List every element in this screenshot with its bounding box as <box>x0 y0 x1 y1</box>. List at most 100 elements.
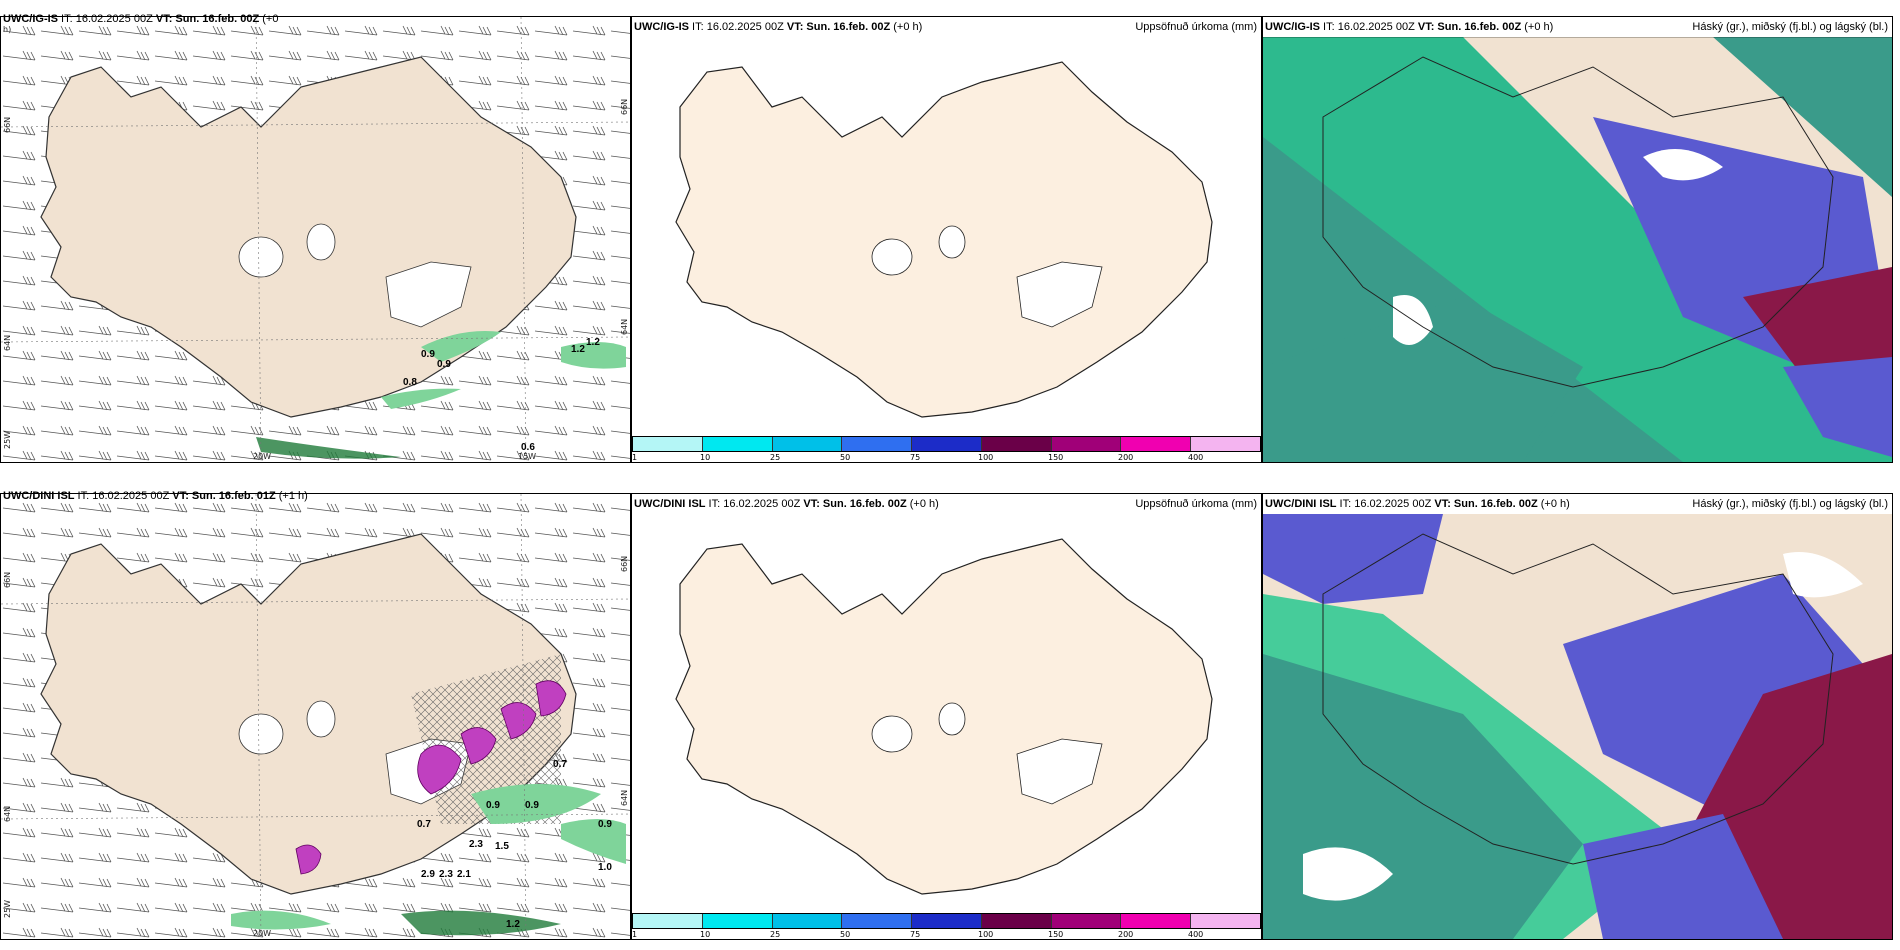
colorbar-swatch <box>1051 914 1122 928</box>
colorbar-swatch <box>912 914 982 928</box>
colorbar-swatch <box>981 914 1052 928</box>
value-label: 1.2 <box>586 337 600 348</box>
colorbar-tick: 200 <box>1118 930 1134 939</box>
value-label: 0.7 <box>417 819 431 830</box>
panel-header: UWC/DINI ISL IT: 16.02.2025 00Z VT: Sun.… <box>632 498 1261 512</box>
cloud-map-panel-bottom: UWC/DINI ISL IT: 16.02.2025 00Z VT: Sun.… <box>1262 493 1893 940</box>
colorbar-tick: 400 <box>1188 453 1204 462</box>
valid-time: VT: Sun. 16.feb. 00Z <box>786 21 891 33</box>
colorbar-tick: 400 <box>1188 930 1204 939</box>
colorbar-swatch <box>702 914 773 928</box>
lead-time: (+0 h) <box>890 21 923 33</box>
colorbar-tick: 75 <box>910 930 921 939</box>
colorbar-tick: 50 <box>840 930 851 939</box>
value-label: 1.5 <box>495 841 509 852</box>
colorbar-swatch <box>912 437 982 451</box>
colorbar-tick: 200 <box>1118 453 1134 462</box>
value-label: 2.9 <box>421 869 435 880</box>
value-label: 2.3 <box>469 839 483 850</box>
field-title: Háský (gr.), miðský (fj.bl.) og lágský (… <box>1692 498 1888 510</box>
value-label: 1.2 <box>506 919 520 930</box>
field-title: Uppsöfnuð úrkoma (mm) <box>1135 498 1257 510</box>
panel-header: UWC/IG-IS IT: 16.02.2025 00Z VT: Sun. 16… <box>1263 21 1892 35</box>
lead-time: (+0 h) <box>1521 21 1554 33</box>
colorbar-tick: 50 <box>840 453 851 462</box>
cloud-map <box>1263 37 1892 462</box>
lon-label: 25W <box>3 899 12 918</box>
colorbar-swatch <box>1191 437 1261 451</box>
precip-colorbar <box>632 913 1261 929</box>
field-title: Uppsöfnuð úrkoma (mm) <box>1135 21 1257 33</box>
value-label: 0.9 <box>486 800 500 811</box>
lon-label: 25W <box>3 430 12 449</box>
colorbar-tick: 10 <box>700 930 711 939</box>
model-name: UWC/DINI ISL <box>1265 498 1337 510</box>
value-label: 2.3 <box>439 869 453 880</box>
colorbar-swatch <box>981 437 1052 451</box>
wind-map-panel-bottom: UWC/DINI ISL IT: 16.02.2025 00Z VT: Sun.… <box>0 490 631 940</box>
colorbar-tick: 25 <box>770 930 781 939</box>
colorbar-swatch <box>772 914 843 928</box>
model-name: UWC/IG-IS <box>634 21 689 33</box>
wind-map <box>1 17 630 462</box>
value-label: 1.2 <box>571 344 585 355</box>
wind-map-panel-top: UWC/IG-IS IT: 16.02.2025 00Z VT: Sun. 16… <box>0 13 631 463</box>
colorbar-swatch <box>1121 914 1192 928</box>
precip-map-panel-top: UWC/IG-IS IT: 16.02.2025 00Z VT: Sun. 16… <box>631 16 1262 463</box>
colorbar-swatch <box>1121 437 1192 451</box>
colorbar-tick: 1 <box>632 453 638 462</box>
lead-time: (+0 h) <box>906 498 939 510</box>
colorbar-swatch <box>842 914 913 928</box>
lon-label: 20W <box>253 452 272 461</box>
colorbar-swatch <box>633 914 703 928</box>
valid-time: VT: Sun. 16.feb. 00Z <box>803 498 907 510</box>
cloud-map <box>1263 514 1892 939</box>
colorbar-swatch <box>772 437 843 451</box>
value-label: 0.8 <box>403 377 417 388</box>
valid-time: VT: Sun. 16.feb. 00Z <box>1417 21 1522 33</box>
precip-map <box>675 538 1213 895</box>
colorbar-tick: 100 <box>978 930 994 939</box>
init-time: IT: 16.02.2025 00Z <box>1336 498 1435 510</box>
wind-map <box>1 494 630 939</box>
field-title: Háský (gr.), miðský (fj.bl.) og lágský (… <box>1692 21 1888 33</box>
colorbar-swatch <box>702 437 773 451</box>
panel-header: UWC/DINI ISL IT: 16.02.2025 00Z VT: Sun.… <box>1263 498 1892 512</box>
model-name: UWC/DINI ISL <box>634 498 706 510</box>
colorbar-tick: 10 <box>700 453 711 462</box>
value-label: 0.6 <box>521 442 535 453</box>
model-name: UWC/IG-IS <box>1265 21 1320 33</box>
colorbar-tick: 100 <box>978 453 994 462</box>
precip-map <box>675 61 1213 418</box>
panel-header: UWC/IG-IS IT: 16.02.2025 00Z VT: Sun. 16… <box>632 21 1261 35</box>
lat-label: 64N <box>3 334 12 351</box>
init-time: IT: 16.02.2025 00Z <box>689 21 787 33</box>
colorbar-swatch <box>1051 437 1122 451</box>
lat-label-right: 66N <box>620 98 629 115</box>
init-time: IT: 16.02.2025 00Z <box>705 498 804 510</box>
value-label: 0.9 <box>598 819 612 830</box>
lat-label-right: 64N <box>620 318 629 335</box>
value-label: 0.9 <box>421 349 435 360</box>
colorbar-tick: 25 <box>770 453 781 462</box>
colorbar-tick: 150 <box>1048 453 1064 462</box>
colorbar-tick: 75 <box>910 453 921 462</box>
cloud-map-panel-top: UWC/IG-IS IT: 16.02.2025 00Z VT: Sun. 16… <box>1262 16 1893 463</box>
lead-time: (+0 h) <box>1537 498 1570 510</box>
lat-label: 66N <box>3 571 12 588</box>
precip-colorbar <box>632 436 1261 452</box>
colorbar-swatch <box>842 437 913 451</box>
valid-time: VT: Sun. 16.feb. 00Z <box>1434 498 1538 510</box>
value-label: 2.1 <box>457 869 471 880</box>
colorbar-tick: 1 <box>632 930 638 939</box>
precip-map-panel-bottom: UWC/DINI ISL IT: 16.02.2025 00Z VT: Sun.… <box>631 493 1262 940</box>
lat-label-right: 64N <box>620 789 629 806</box>
lat-label-right: 66N <box>620 555 629 572</box>
lat-label: 64N <box>3 805 12 822</box>
lon-label: 20W <box>253 929 272 938</box>
lon-label: 15W <box>518 452 537 461</box>
lat-label: 66N <box>3 116 12 133</box>
colorbar-swatch <box>633 437 703 451</box>
init-time: IT: 16.02.2025 00Z <box>1320 21 1418 33</box>
value-label: 0.9 <box>525 800 539 811</box>
